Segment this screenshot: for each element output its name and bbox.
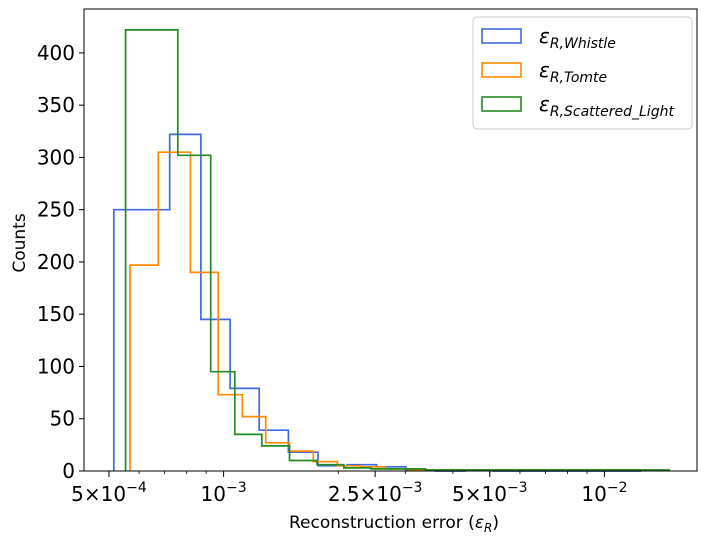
x-axis-label-symbol: ε <box>475 513 484 533</box>
y-tick-label: 200 <box>37 250 75 274</box>
x-axis-label: Reconstruction error (εR) <box>289 513 499 535</box>
legend-subscript-whistle: R,Whistle <box>550 36 616 52</box>
x-tick-label: 2.5×10−3 <box>328 480 423 506</box>
y-tick-label: 300 <box>37 145 75 169</box>
y-tick-label: 100 <box>37 354 75 378</box>
axes-frame <box>83 8 698 472</box>
legend-box <box>472 16 693 130</box>
y-tick-label: 0 <box>62 459 75 483</box>
y-axis: 0 50 100 150 200 250 300 350 400 <box>37 41 84 483</box>
y-tick-label: 50 <box>50 407 75 431</box>
x-axis-label-subscript: R <box>484 521 492 535</box>
legend-label-tomte: εR,Tomte <box>539 58 607 86</box>
legend-symbol-scattered-light: ε <box>539 92 550 116</box>
x-axis: 5×10−4 10−3 2.5×10−3 5×10−3 10−2 <box>71 471 627 506</box>
y-tick-label: 150 <box>37 302 75 326</box>
legend-subscript-scattered-light: R,Scattered_Light <box>550 104 675 120</box>
histogram-series-2 <box>124 29 671 471</box>
x-tick-label: 10−3 <box>201 480 247 506</box>
y-axis-label: Counts <box>10 213 30 272</box>
x-tick-label: 5×10−3 <box>452 480 528 506</box>
legend-symbol-whistle: ε <box>539 24 550 48</box>
x-axis-label-close: ) <box>492 513 499 533</box>
legend-swatch-scattered-light <box>481 96 522 112</box>
x-axis-label-text: Reconstruction error ( <box>289 513 475 533</box>
x-tick-label: 5×10−4 <box>71 480 147 506</box>
legend-subscript-tomte: R,Tomte <box>550 70 607 86</box>
y-tick-label: 400 <box>37 41 75 65</box>
x-tick-label: 10−2 <box>581 480 627 506</box>
legend-swatch-whistle <box>481 28 522 44</box>
legend-swatch-tomte <box>481 62 522 78</box>
y-tick-label: 350 <box>37 93 75 117</box>
legend-label-scattered-light: εR,Scattered_Light <box>539 92 674 120</box>
y-tick-label: 250 <box>37 198 75 222</box>
legend-symbol-tomte: ε <box>539 58 550 82</box>
legend: εR,Whistle εR,Tomte εR,Scattered_Light <box>472 16 693 130</box>
legend-label-whistle: εR,Whistle <box>539 24 616 52</box>
